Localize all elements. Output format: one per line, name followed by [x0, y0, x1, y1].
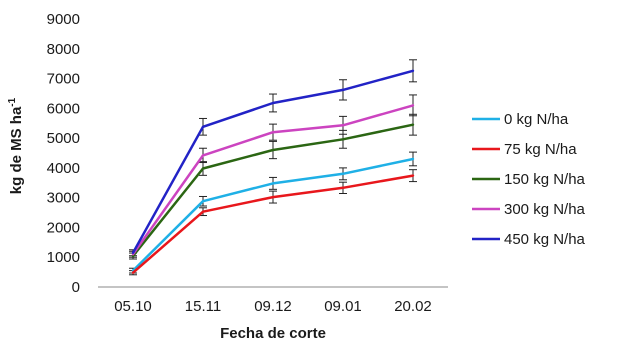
- data-point: [131, 251, 135, 254]
- data-point: [341, 88, 345, 92]
- data-point: [411, 123, 415, 126]
- data-point: [271, 101, 275, 105]
- y-tick-label: 4000: [47, 160, 80, 177]
- x-tick-label: 20.02: [394, 298, 432, 315]
- data-point: [341, 172, 345, 176]
- y-tick-label: 1000: [47, 249, 80, 266]
- y-tick-label: 8000: [47, 41, 80, 58]
- x-tick-label: 15.11: [185, 298, 221, 315]
- y-tick-label: 0: [72, 279, 80, 296]
- legend-item: 150 kg N/ha: [472, 171, 586, 188]
- data-point: [201, 200, 205, 203]
- y-tick-label: 5000: [47, 130, 80, 147]
- data-point: [271, 130, 275, 134]
- y-tick-label: 6000: [47, 100, 80, 117]
- y-tick-label: 9000: [47, 11, 80, 28]
- legend-label: 300 kg N/ha: [504, 201, 586, 218]
- data-point: [341, 138, 345, 141]
- data-point: [341, 124, 345, 127]
- y-tick-label: 3000: [47, 190, 80, 207]
- x-tick-label: 09.01: [324, 298, 362, 315]
- legend-item: 0 kg N/ha: [472, 111, 569, 128]
- x-tick-label: 09.12: [254, 298, 292, 315]
- y-axis-title: kg de MS ha-1: [7, 97, 25, 194]
- data-point: [271, 195, 275, 199]
- legend-label: 0 kg N/ha: [504, 111, 569, 128]
- data-point: [131, 271, 135, 274]
- error-bars: [129, 59, 417, 276]
- x-axis-ticks: 05.10 15.11 09.12 09.01 20.02: [114, 298, 432, 315]
- legend: 0 kg N/ha 75 kg N/ha 150 kg N/ha 300 kg N/h…: [472, 111, 586, 248]
- data-point: [411, 174, 415, 177]
- y-axis-ticks: 0 1000 2000 3000 4000 5000 6000 7000 8000 9000: [47, 11, 80, 296]
- data-point: [271, 182, 275, 185]
- data-point: [201, 167, 205, 170]
- legend-label: 450 kg N/ha: [504, 231, 586, 248]
- legend-item: 75 kg N/ha: [472, 141, 577, 158]
- data-point: [411, 157, 415, 161]
- legend-label: 150 kg N/ha: [504, 171, 586, 188]
- x-axis-title: Fecha de corte: [220, 325, 326, 342]
- legend-item: 450 kg N/ha: [472, 231, 586, 248]
- data-point: [411, 104, 415, 107]
- series-line-1: [132, 174, 414, 274]
- data-point: [201, 125, 205, 128]
- data-point: [341, 186, 345, 190]
- data-point: [201, 210, 205, 213]
- y-tick-label: 2000: [47, 219, 80, 236]
- y-axis-title-main: kg de MS ha: [8, 106, 25, 194]
- data-point: [201, 154, 205, 157]
- data-point: [271, 148, 275, 152]
- data-point: [411, 69, 415, 73]
- legend-label: 75 kg N/ha: [504, 141, 577, 158]
- x-tick-label: 05.10: [114, 298, 152, 315]
- legend-item: 300 kg N/ha: [472, 201, 586, 218]
- y-tick-label: 7000: [47, 71, 80, 88]
- data-point: [131, 254, 135, 258]
- series-lines: [131, 69, 415, 274]
- y-axis-title-superscript: -1: [7, 97, 18, 106]
